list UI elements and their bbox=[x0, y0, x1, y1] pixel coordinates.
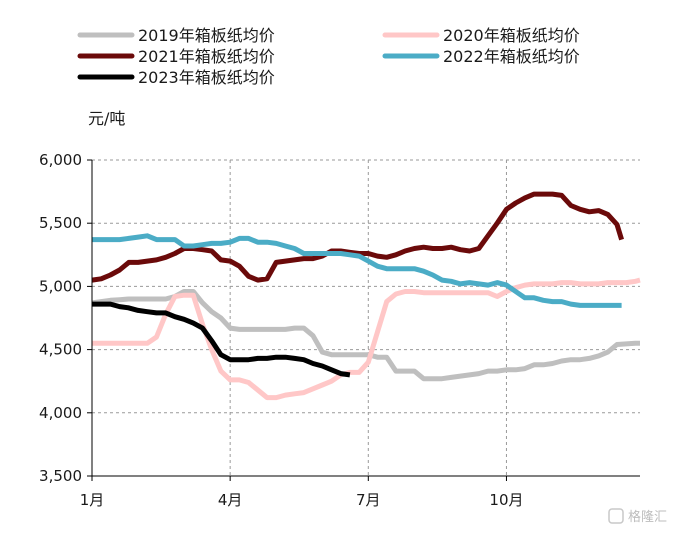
series-lines bbox=[91, 191, 641, 401]
y-tick-label: 4,000 bbox=[39, 404, 82, 422]
y-tick-label: 5,500 bbox=[39, 214, 82, 232]
legend-label-2022: 2022年箱板纸均价 bbox=[443, 47, 580, 66]
x-tick-label: 10月 bbox=[489, 491, 523, 509]
legend-item-2019: 2019年箱板纸均价 bbox=[77, 26, 275, 45]
axes bbox=[91, 160, 640, 477]
series-line-2022年箱板纸均价 bbox=[92, 233, 622, 308]
y-axis-unit: 元/吨 bbox=[88, 109, 125, 128]
legend-label-2019: 2019年箱板纸均价 bbox=[138, 26, 275, 45]
y-tick-label: 6,000 bbox=[39, 151, 82, 169]
legend-label-2021: 2021年箱板纸均价 bbox=[138, 47, 275, 66]
series-line-2023年箱板纸均价 bbox=[92, 301, 351, 378]
x-tick-label: 1月 bbox=[80, 491, 105, 509]
y-axis-ticks: 3,500 4,000 4,500 5,000 5,500 6,000 bbox=[39, 151, 92, 485]
legend-item-2023: 2023年箱板纸均价 bbox=[77, 68, 275, 87]
legend: 2019年箱板纸均价 2020年箱板纸均价 2021年箱板纸均价 2022年箱板… bbox=[77, 26, 580, 87]
y-tick-label: 5,000 bbox=[39, 277, 82, 295]
series-line-2021年箱板纸均价 bbox=[91, 191, 624, 283]
legend-item-2022: 2022年箱板纸均价 bbox=[382, 47, 580, 66]
legend-item-2020: 2020年箱板纸均价 bbox=[382, 26, 580, 45]
watermark: 格隆汇 bbox=[608, 508, 667, 525]
legend-label-2023: 2023年箱板纸均价 bbox=[138, 68, 275, 87]
legend-label-2020: 2020年箱板纸均价 bbox=[443, 26, 580, 45]
watermark-text: 格隆汇 bbox=[628, 509, 667, 525]
x-tick-label: 4月 bbox=[218, 491, 243, 509]
gridlines bbox=[92, 159, 640, 476]
y-tick-label: 4,500 bbox=[39, 341, 82, 359]
x-tick-label: 7月 bbox=[356, 491, 381, 509]
x-axis-ticks: 1月 4月 7月 10月 bbox=[80, 476, 524, 509]
legend-item-2021: 2021年箱板纸均价 bbox=[77, 47, 275, 66]
y-tick-label: 3,500 bbox=[39, 467, 82, 485]
watermark-logo-icon bbox=[608, 508, 624, 524]
series-line-2020年箱板纸均价 bbox=[92, 277, 641, 401]
